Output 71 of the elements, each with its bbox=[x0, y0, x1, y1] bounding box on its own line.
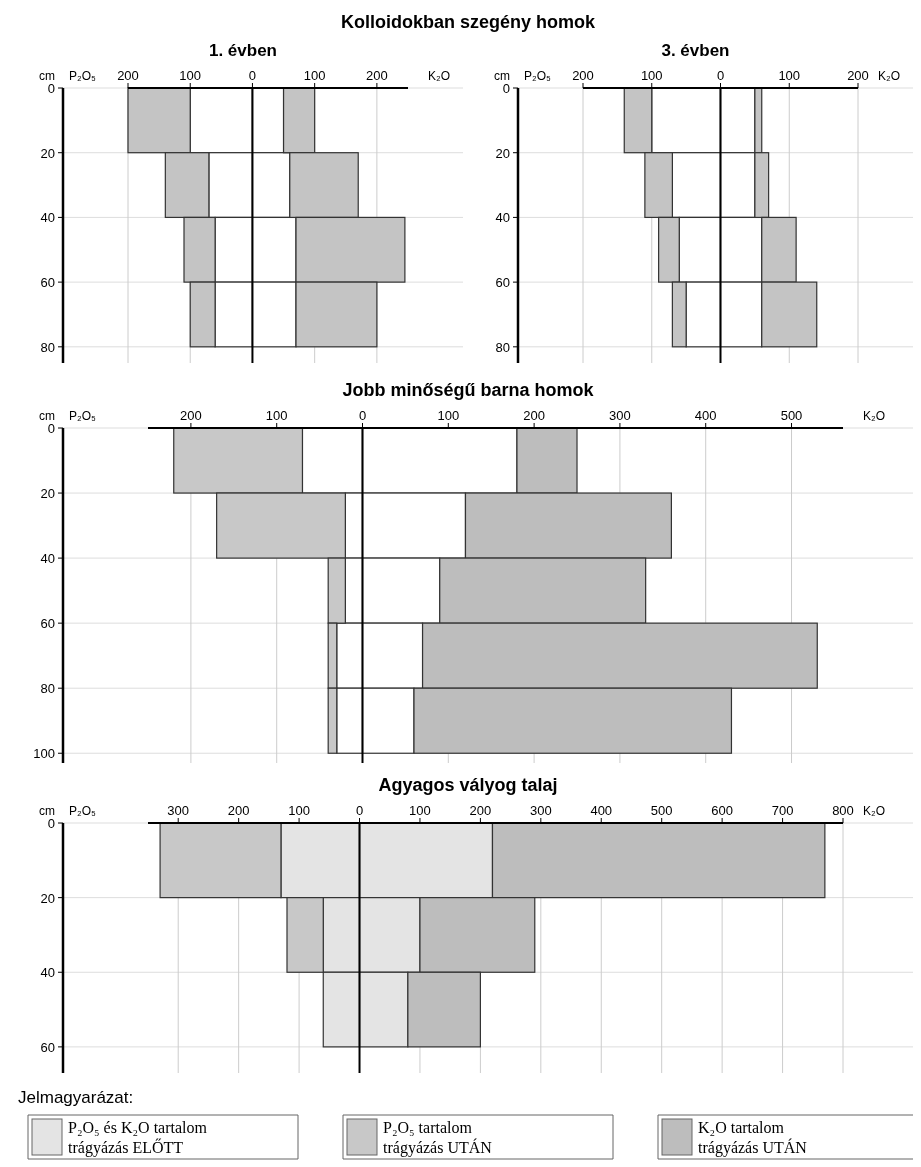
x-tick-label: 0 bbox=[248, 68, 257, 83]
y-tick-label: 0 bbox=[502, 81, 510, 96]
y-axis-title: cm bbox=[39, 69, 55, 83]
chart-title: Jobb minőségű barna homok bbox=[342, 380, 595, 400]
x-tick-label: 100 bbox=[265, 408, 288, 423]
chart-subtitle: 1. évben bbox=[208, 41, 278, 60]
y-tick-label: 20 bbox=[495, 145, 510, 161]
x-tick-label: 200 bbox=[847, 68, 869, 83]
legend-label: K₂O tartalom trágyázás UTÁN bbox=[698, 1119, 808, 1157]
x-tick-label: 100 bbox=[640, 68, 663, 83]
y-tick-label: 40 bbox=[40, 965, 55, 981]
text: P₂O₅ bbox=[69, 804, 96, 818]
y-tick-label: 60 bbox=[40, 616, 55, 632]
y-tick-label: 20 bbox=[40, 486, 55, 502]
x-tick-label: 200 bbox=[180, 408, 202, 423]
legend-title: Jelmagyarázat: bbox=[18, 1088, 134, 1107]
x-tick-label: 100 bbox=[179, 68, 202, 83]
y-tick-label: 100 bbox=[33, 746, 55, 762]
x-tick-label: 400 bbox=[694, 408, 717, 423]
x-tick-label: 100 bbox=[409, 803, 431, 818]
x-tick-label: 200 bbox=[366, 68, 388, 83]
x-tick-label: 300 bbox=[167, 803, 190, 818]
y-tick-label: 60 bbox=[495, 275, 510, 291]
y-tick-label: 40 bbox=[40, 551, 55, 567]
y-tick-label: 20 bbox=[40, 145, 55, 161]
y-axis-title: cm bbox=[39, 804, 55, 818]
x-tick-label: 300 bbox=[609, 408, 631, 423]
y-axis-title: cm bbox=[39, 409, 55, 423]
chart-subtitle: 3. évben bbox=[661, 41, 730, 60]
y-tick-label: 0 bbox=[47, 421, 55, 436]
legend-label: P₂O₅ és K₂O tartalom trágyázás ELŐTT bbox=[68, 1119, 208, 1157]
y-tick-label: 60 bbox=[40, 1039, 55, 1055]
x-tick-label: 200 bbox=[469, 803, 492, 818]
x-tick-label: 0 bbox=[358, 408, 367, 423]
text: K₂O bbox=[863, 409, 885, 423]
x-tick-label: 700 bbox=[771, 803, 794, 818]
x-tick-label: 200 bbox=[227, 803, 250, 818]
x-tick-label: 500 bbox=[780, 408, 803, 423]
legend-label: P₂O₅ tartalom trágyázás UTÁN bbox=[383, 1119, 493, 1157]
x-tick-label: 200 bbox=[117, 68, 139, 83]
y-tick-label: 20 bbox=[40, 890, 55, 906]
x-tick-label: 100 bbox=[288, 803, 310, 818]
text: P₂O₅ bbox=[524, 69, 551, 83]
text: Kolloidokban szegény homok bbox=[340, 12, 596, 32]
y-tick-label: 40 bbox=[40, 210, 55, 226]
text: K₂O bbox=[878, 69, 900, 83]
x-tick-label: 300 bbox=[529, 803, 552, 818]
y-tick-label: 0 bbox=[47, 816, 55, 831]
y-tick-label: 80 bbox=[40, 681, 55, 697]
chart-title: Agyagos vályog talaj bbox=[378, 775, 558, 795]
x-tick-label: 500 bbox=[650, 803, 673, 818]
x-tick-label: 100 bbox=[778, 68, 801, 83]
y-axis-title: cm bbox=[494, 69, 510, 83]
y-tick-label: 80 bbox=[495, 339, 510, 355]
y-tick-label: 60 bbox=[40, 275, 55, 291]
x-tick-label: 0 bbox=[355, 803, 364, 818]
x-tick-label: 200 bbox=[572, 68, 594, 83]
x-tick-label: 600 bbox=[711, 803, 733, 818]
x-tick-label: 200 bbox=[523, 408, 545, 423]
x-tick-label: 400 bbox=[590, 803, 613, 818]
text: K₂O bbox=[428, 69, 450, 83]
x-tick-label: 100 bbox=[303, 68, 326, 83]
x-tick-label: 0 bbox=[716, 68, 725, 83]
text: P₂O₅ bbox=[69, 69, 96, 83]
y-tick-label: 40 bbox=[495, 210, 510, 226]
text: P₂O₅ bbox=[69, 409, 96, 423]
y-tick-label: 0 bbox=[47, 81, 55, 96]
text: K₂O bbox=[863, 804, 885, 818]
x-tick-label: 800 bbox=[832, 803, 854, 818]
y-tick-label: 80 bbox=[40, 339, 55, 355]
x-tick-label: 100 bbox=[437, 408, 460, 423]
